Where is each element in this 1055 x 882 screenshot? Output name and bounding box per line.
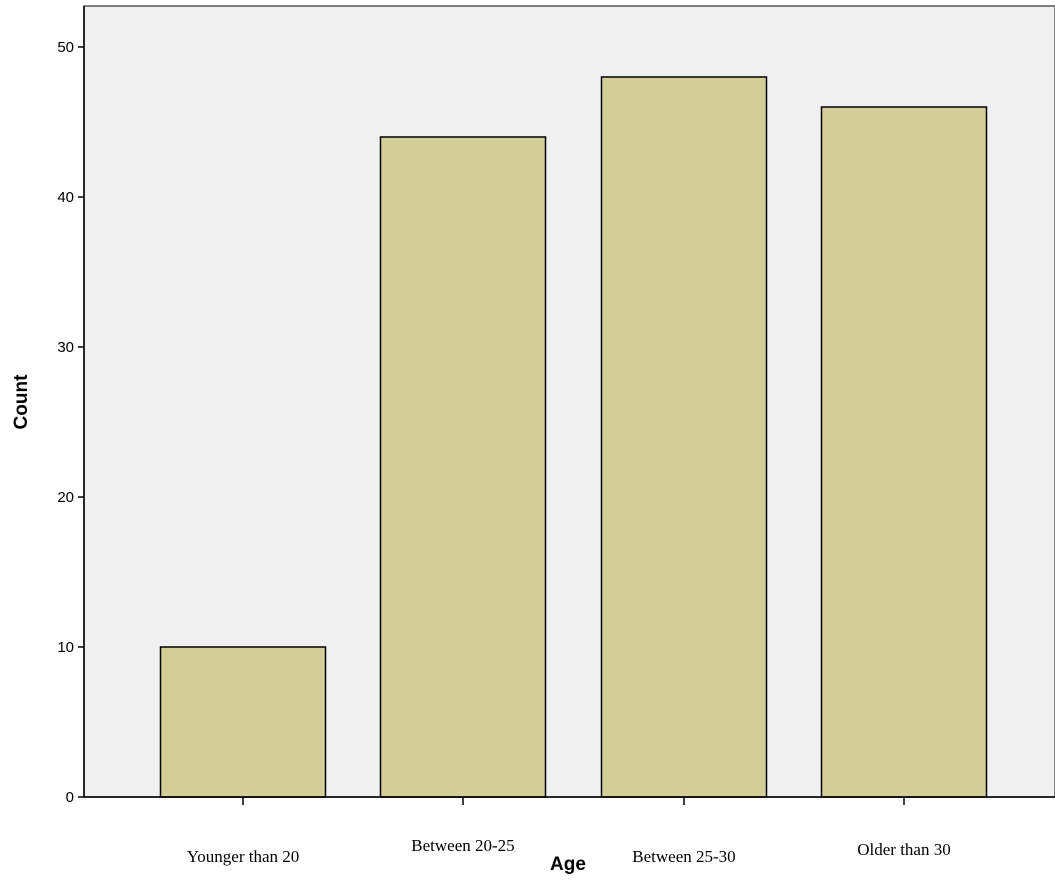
y-axis-title: Count	[11, 374, 32, 430]
y-tick-label: 10	[57, 639, 74, 656]
y-tick-label: 20	[57, 489, 74, 506]
x-axis-ticks: Younger than 20 Between 20-25 Between 25-3…	[187, 797, 951, 866]
bar	[159, 646, 327, 798]
bar	[820, 106, 988, 798]
x-tick-label: Younger than 20	[187, 847, 300, 866]
x-tick-label: Between 25-30	[632, 847, 735, 866]
y-axis-ticks: 0 10 20 30 40 50	[57, 39, 84, 806]
y-tick-label: 50	[57, 39, 74, 56]
bar	[600, 76, 768, 798]
y-tick-label: 0	[66, 789, 74, 806]
x-axis-title: Age	[550, 854, 586, 875]
x-tick-label: Between 20-25	[411, 836, 514, 855]
y-tick-label: 40	[57, 189, 74, 206]
y-tick-label: 30	[57, 339, 74, 356]
bar	[379, 136, 547, 798]
x-tick-label: Older than 30	[857, 840, 950, 859]
